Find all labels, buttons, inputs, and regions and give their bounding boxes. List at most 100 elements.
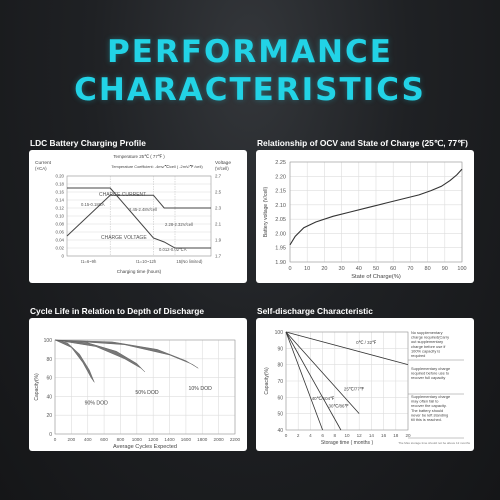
- headline-line-2: CHARACTERISTICS: [74, 72, 426, 108]
- y-tick-label: 90: [277, 346, 283, 352]
- left-axis-unit: (×CA): [35, 166, 47, 171]
- storage-note: Supplementary charge required before use …: [411, 366, 450, 380]
- left-tick-label: 0.14: [55, 198, 64, 203]
- x-tick-label: t1=6~9h: [81, 259, 97, 264]
- x-axis-label: Charging time (hours): [117, 269, 162, 274]
- series-label: 30℃/86℉: [329, 404, 349, 409]
- x-tick-label: 2200: [230, 437, 241, 442]
- y-tick-label: 60: [277, 395, 283, 401]
- profile-annotation: 2.45-2.48V/cell: [129, 207, 157, 212]
- x-tick-label: 8: [334, 433, 337, 438]
- y-tick-label: 2.05: [275, 217, 286, 223]
- x-axis-label: Average Cycles Expected: [113, 444, 177, 450]
- x-tick-label: 70: [407, 266, 413, 272]
- x-tick-label: 100: [457, 266, 466, 272]
- y-tick-label: 2.20: [275, 174, 286, 180]
- dod-band-label: 10% DOD: [189, 386, 213, 392]
- x-axis-label: State of Charge(%): [351, 274, 401, 280]
- profile-annotation: CHARGE VOLTAGE: [101, 235, 147, 241]
- y-tick-label: 80: [46, 357, 52, 363]
- y-tick-label: 2.25: [275, 160, 286, 166]
- x-tick-label: t1=10~12h: [136, 259, 157, 264]
- x-tick-label: 60: [390, 266, 396, 272]
- y-tick-label: 2.15: [275, 189, 286, 195]
- left-axis-title: Current: [35, 160, 52, 166]
- ocv-series-line: [289, 168, 463, 246]
- self-discharge-line: [285, 331, 409, 366]
- charge-voltage-line: [66, 194, 211, 237]
- left-tick-label: 0.18: [55, 182, 64, 187]
- coefficient-note: Temperature Coefficient: -4mv/℃/cell ( -…: [111, 164, 203, 169]
- x-tick-label: 1800: [197, 437, 208, 442]
- series-label: 40℃/104℉: [312, 396, 335, 401]
- dod-band: [54, 339, 95, 383]
- x-tick-label: 600: [100, 437, 108, 442]
- ocv-soc-chart: 1.90 1.95 2.00 2.05 2.10 2.15 2.20 2.25 0 10 20 30 4…: [263, 160, 467, 280]
- profile-annotation: CHARGE CURRENT: [99, 192, 146, 198]
- x-tick-label: 800: [117, 437, 125, 442]
- y-axis-label: Battery voltage (V/cell): [263, 187, 269, 238]
- x-tick-label: 10: [344, 433, 350, 438]
- y-tick-label: 40: [46, 394, 52, 400]
- y-tick-label: 20: [46, 413, 52, 419]
- x-tick-label: 20: [321, 266, 327, 272]
- self-discharge-title: Self-discharge Characteristic: [257, 306, 373, 316]
- x-tick-label: 20: [405, 433, 411, 438]
- plot-frame: [54, 339, 236, 435]
- x-tick-label: 15(No limited): [176, 259, 203, 264]
- x-tick-label: 4: [309, 433, 312, 438]
- x-tick-label: 16: [381, 433, 387, 438]
- x-tick-label: 0: [54, 437, 57, 442]
- dod-band-label: 90% DOD: [85, 400, 109, 406]
- right-tick-label: 2.3: [215, 206, 222, 211]
- y-tick-label: 0: [49, 432, 52, 438]
- x-tick-label: 0: [285, 433, 288, 438]
- right-axis-unit: (V/cell): [215, 166, 229, 171]
- dod-band: [54, 339, 199, 369]
- y-axis-label: Capacity(%): [34, 373, 40, 401]
- charge-current-line: [67, 187, 211, 249]
- left-tick-label: 0.08: [55, 222, 64, 227]
- x-tick-label: 200: [68, 437, 76, 442]
- left-tick-label: 0.16: [55, 190, 64, 195]
- self-discharge-line: [285, 331, 360, 414]
- plot-frame: [285, 331, 409, 431]
- dod-band: [54, 339, 146, 373]
- y-tick-label: 60: [46, 376, 52, 382]
- x-tick-label: 2000: [214, 437, 225, 442]
- storage-note: No supplementary charge required(Carry out…: [411, 330, 449, 358]
- temperature-note: Temperature 25℃ ( 77℉ ): [113, 154, 165, 159]
- right-tick-label: 1.9: [215, 238, 222, 243]
- profile-annotation: 2.28-2.32V/cell: [165, 222, 193, 227]
- x-tick-label: 2: [297, 433, 300, 438]
- plot-frame: [66, 175, 212, 257]
- x-tick-label: 1400: [164, 437, 175, 442]
- series-label: 0℃ / 32℉: [356, 340, 376, 345]
- y-tick-label: 50: [277, 412, 283, 418]
- y-tick-label: 40: [277, 428, 283, 434]
- x-tick-label: 14: [369, 433, 375, 438]
- x-tick-label: 40: [356, 266, 362, 272]
- right-tick-label: 2.1: [215, 222, 222, 227]
- series-label: 25℃/77℉: [344, 386, 364, 391]
- y-tick-label: 80: [277, 363, 283, 369]
- y-tick-label: 100: [44, 338, 53, 344]
- self-discharge-line: [285, 331, 323, 431]
- y-tick-label: 1.95: [275, 246, 286, 252]
- y-tick-label: 70: [277, 379, 283, 385]
- x-tick-label: 1600: [181, 437, 192, 442]
- charging-profile-title: LDC Battery Charging Profile: [30, 138, 146, 148]
- profile-annotation: 0.15-0.18CA: [81, 202, 105, 207]
- plot-frame: [289, 161, 463, 263]
- charging-profile-panel: Temperature 25℃ ( 77℉ ) Temperature Coeff…: [29, 150, 247, 283]
- charging-profile-chart: Temperature 25℃ ( 77℉ ) Temperature Coeff…: [35, 154, 231, 274]
- ocv-soc-title: Relationship of OCV and State of Charge …: [257, 138, 468, 148]
- headline-line-1: PERFORMANCE: [107, 34, 393, 70]
- left-tick-label: 0.04: [55, 238, 64, 243]
- y-tick-label: 1.90: [275, 260, 286, 266]
- storage-note: Supplementary charge may often fail to rec…: [411, 394, 450, 422]
- x-tick-label: 80: [425, 266, 431, 272]
- left-tick-label: 0.06: [55, 230, 64, 235]
- right-tick-label: 2.7: [215, 174, 222, 179]
